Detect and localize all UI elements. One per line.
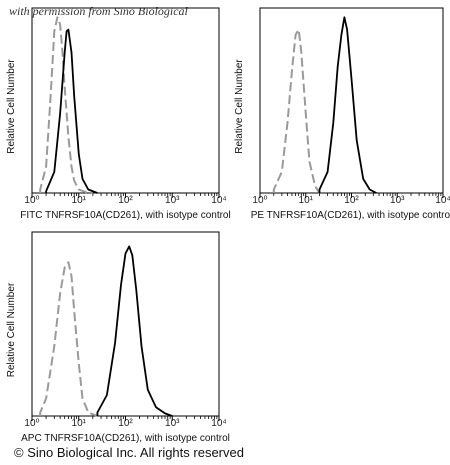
- x-tick-label: 10²: [344, 195, 359, 206]
- x-tick-label: 10⁰: [252, 195, 267, 206]
- histogram-panel-1: 10⁰ 10¹ 10² 10³ 10⁴ FITC TNFRSF10A(CD261), wi…: [6, 7, 231, 221]
- y-axis-label: Relative Cell Number: [6, 59, 17, 154]
- x-tick-label: 10¹: [72, 195, 87, 206]
- x-tick-label: 10³: [165, 195, 180, 206]
- plot-frame: [259, 7, 444, 194]
- x-axis-label: PE TNFRSF10A(CD261), with isotype contro…: [251, 210, 450, 221]
- x-tick-label: 10³: [390, 195, 405, 206]
- sample-series: [96, 245, 173, 417]
- isotype-control-series: [39, 16, 93, 194]
- histogram-panel-3: 10⁰ 10¹ 10² 10³ 10⁴ APC TNFRSF10A(CD261), wit…: [6, 231, 230, 444]
- x-tick-label: 10⁰: [24, 418, 39, 429]
- x-tick-label: 10³: [165, 418, 180, 429]
- sample-series: [45, 28, 98, 194]
- copyright-notice: © Sino Biological Inc. All rights reserv…: [14, 445, 244, 460]
- x-tick-label: 10¹: [72, 418, 87, 429]
- x-tick-label: 10⁴: [211, 195, 226, 206]
- x-axis-label: FITC TNFRSF10A(CD261), with isotype cont…: [20, 210, 230, 221]
- y-axis-label: Relative Cell Number: [6, 282, 17, 377]
- x-axis-label: APC TNFRSF10A(CD261), with isotype contr…: [21, 433, 230, 444]
- x-tick-label: 10²: [118, 195, 133, 206]
- x-tick-label: 10¹: [299, 195, 314, 206]
- x-tick-label: 10⁴: [211, 418, 226, 429]
- isotype-control-series: [39, 261, 98, 417]
- histogram-panel-2: 10⁰ 10¹ 10² 10³ 10⁴ PE TNFRSF10A(CD261), with…: [234, 7, 450, 221]
- y-axis-label: Relative Cell Number: [234, 59, 245, 154]
- isotype-control-series: [272, 28, 321, 194]
- plot-frame: [31, 7, 220, 194]
- x-tick-label: 10⁴: [435, 195, 450, 206]
- x-tick-label: 10²: [118, 418, 133, 429]
- sample-series: [318, 16, 377, 194]
- x-tick-label: 10⁰: [24, 195, 39, 206]
